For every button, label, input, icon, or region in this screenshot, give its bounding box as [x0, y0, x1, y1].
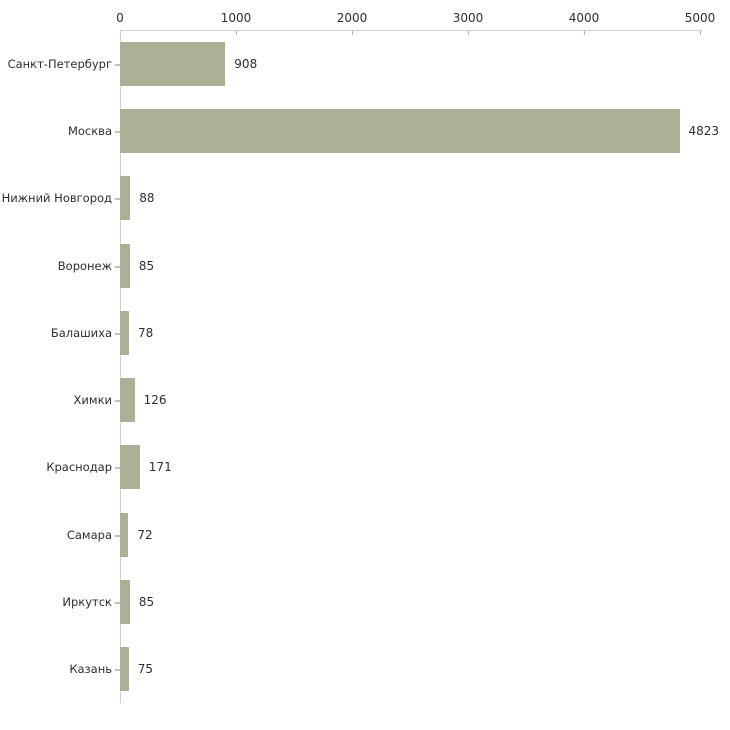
y-tick-mark	[115, 198, 120, 201]
bar	[120, 108, 680, 153]
bar-row: Казань 75	[69, 636, 700, 703]
bar	[120, 243, 130, 288]
x-tick-label: 4000	[568, 11, 600, 25]
y-tick-mark	[115, 534, 120, 537]
bar	[120, 41, 226, 86]
bar	[120, 580, 130, 625]
x-tick-label: 3000	[452, 11, 484, 25]
x-tick-label: 5000	[684, 11, 716, 25]
bar-row: Воронеж 85	[58, 232, 700, 299]
x-tick-mark	[700, 31, 701, 35]
x-tick-mark	[352, 31, 353, 35]
bar-value-label: 171	[148, 460, 172, 475]
bar	[120, 445, 140, 490]
bar-row: Самара 72	[67, 501, 700, 568]
x-tick-mark	[468, 31, 469, 35]
category-label: Казань	[69, 662, 112, 677]
bar-value-label: 4823	[688, 123, 720, 138]
y-axis-line	[120, 30, 121, 703]
bar-value-label: 78	[138, 325, 154, 340]
y-tick-mark	[115, 63, 120, 66]
bar-row: Краснодар 171	[46, 434, 700, 501]
x-tick-label: 2000	[336, 11, 368, 25]
y-tick-mark	[115, 265, 120, 268]
bar	[120, 310, 129, 355]
bar	[120, 176, 131, 221]
category-label: Воронеж	[57, 258, 112, 273]
bar-row: Иркутск 85	[62, 568, 700, 635]
category-label: Иркутск	[62, 595, 112, 610]
category-label: Санкт-Петербург	[7, 56, 112, 71]
x-tick-label: 0	[116, 11, 124, 25]
bar-value-label: 126	[143, 393, 167, 408]
bar-row: Балашиха 78	[51, 299, 700, 366]
y-tick-mark	[115, 400, 120, 403]
bar-value-label: 85	[138, 258, 155, 273]
bar-row: Химки 126	[74, 366, 700, 433]
bar	[120, 512, 129, 557]
y-tick-mark	[115, 332, 120, 335]
y-tick-mark	[115, 602, 120, 605]
category-label: Краснодар	[46, 460, 112, 475]
x-tick-mark	[236, 31, 237, 35]
bar-row: Санкт-Петербург 908	[8, 30, 700, 97]
bar-row: Нижний Новгород 88	[2, 165, 700, 232]
category-label: Москва	[67, 123, 112, 138]
y-tick-mark	[115, 467, 120, 470]
category-label: Химки	[73, 393, 112, 408]
category-label: Самара	[66, 527, 112, 542]
y-tick-mark	[115, 130, 120, 133]
x-axis-line	[120, 30, 702, 31]
bar-row: Москва 4823	[68, 97, 719, 164]
bar-value-label: 72	[137, 527, 153, 542]
bar-value-label: 75	[137, 662, 153, 677]
category-label: Балашиха	[50, 325, 112, 340]
category-label: Нижний Новгород	[1, 191, 112, 206]
x-tick-mark	[584, 31, 585, 35]
bar-value-label: 88	[139, 191, 155, 206]
bar-value-label: 908	[234, 56, 258, 71]
x-tick-label: 1000	[220, 11, 252, 25]
bar-value-label: 85	[138, 595, 155, 610]
y-tick-mark	[115, 669, 120, 672]
plot-area: Санкт-Петербург 908 Москва 4823 Нижний Н…	[2, 30, 719, 703]
bar	[120, 378, 135, 423]
bar	[120, 647, 129, 692]
